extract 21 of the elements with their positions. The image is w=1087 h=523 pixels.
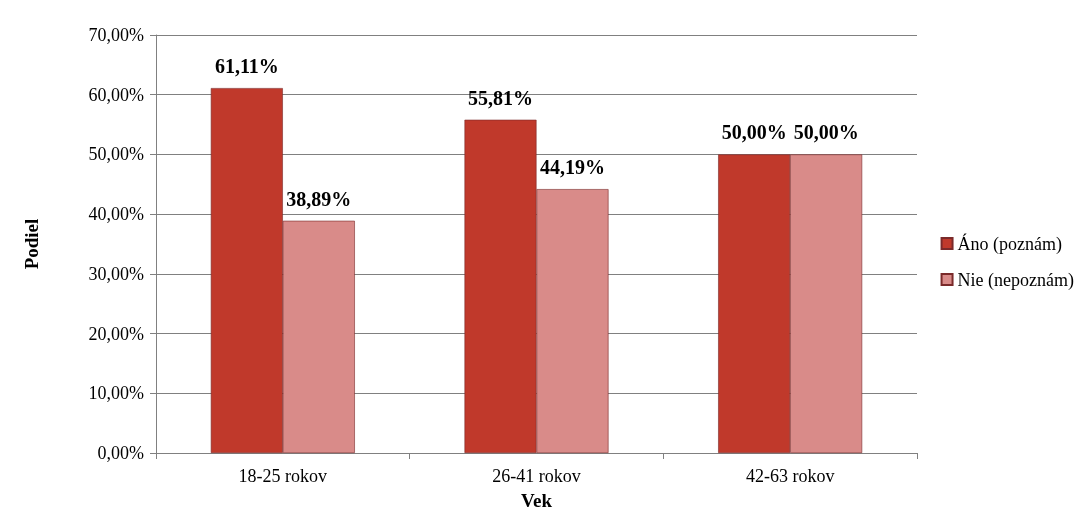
- legend-label: Nie (nepoznám): [957, 269, 1075, 291]
- data-label: 38,89%: [286, 187, 352, 210]
- y-tick-label: 20,00%: [88, 323, 144, 344]
- y-tick-label: 0,00%: [97, 443, 144, 463]
- data-label: 50,00%: [793, 121, 859, 144]
- x-axis-title: Vek: [521, 490, 553, 511]
- data-label: 50,00%: [721, 121, 787, 144]
- y-tick-label: 40,00%: [88, 204, 144, 225]
- y-tick-label: 60,00%: [88, 84, 144, 105]
- y-tick-label: 50,00%: [88, 144, 144, 165]
- x-tick-label: 26-41 rokov: [492, 466, 581, 486]
- data-label: 44,19%: [540, 156, 605, 179]
- x-tick-label: 42-63 rokov: [745, 466, 835, 486]
- y-tick-label: 70,00%: [88, 25, 144, 45]
- y-tick-label: 10,00%: [88, 383, 144, 404]
- legend-label: Áno (poznám): [957, 232, 1063, 255]
- x-tick-label: 18-25 rokov: [238, 466, 328, 486]
- y-tick-label: 30,00%: [88, 263, 144, 284]
- data-label: 55,81%: [468, 86, 533, 109]
- y-axis-title: Podiel: [21, 218, 42, 270]
- data-label: 61,11%: [214, 55, 279, 78]
